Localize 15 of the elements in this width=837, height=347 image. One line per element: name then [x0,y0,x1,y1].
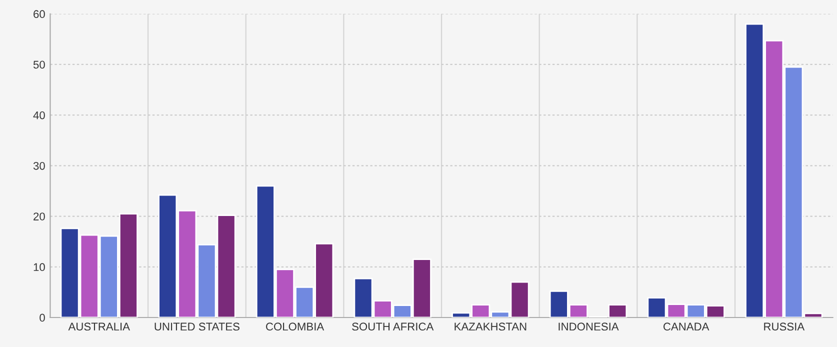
y-tick-label: 20 [34,212,45,220]
x-tick-label: AUSTRALIA [68,322,130,331]
y-tick-label: 60 [34,10,45,18]
x-tick-label: SOUTH AFRICA [352,322,434,331]
y-tick-label: 50 [33,60,45,69]
y-tick-label: 40 [33,111,45,120]
x-tick-label: UNITED STATES [154,322,240,331]
x-tick-label: CANADA [663,322,710,331]
x-tick-label: COLOMBIA [266,322,324,331]
y-tick-label: 10 [34,263,45,272]
y-tick-label: 0 [40,314,45,322]
x-tick-label: INDONESIA [558,322,619,331]
x-tick-label: RUSSIA [764,322,805,331]
y-tick-label: 30 [33,162,45,170]
x-tick-label: KAZAKHSTAN [454,322,526,331]
